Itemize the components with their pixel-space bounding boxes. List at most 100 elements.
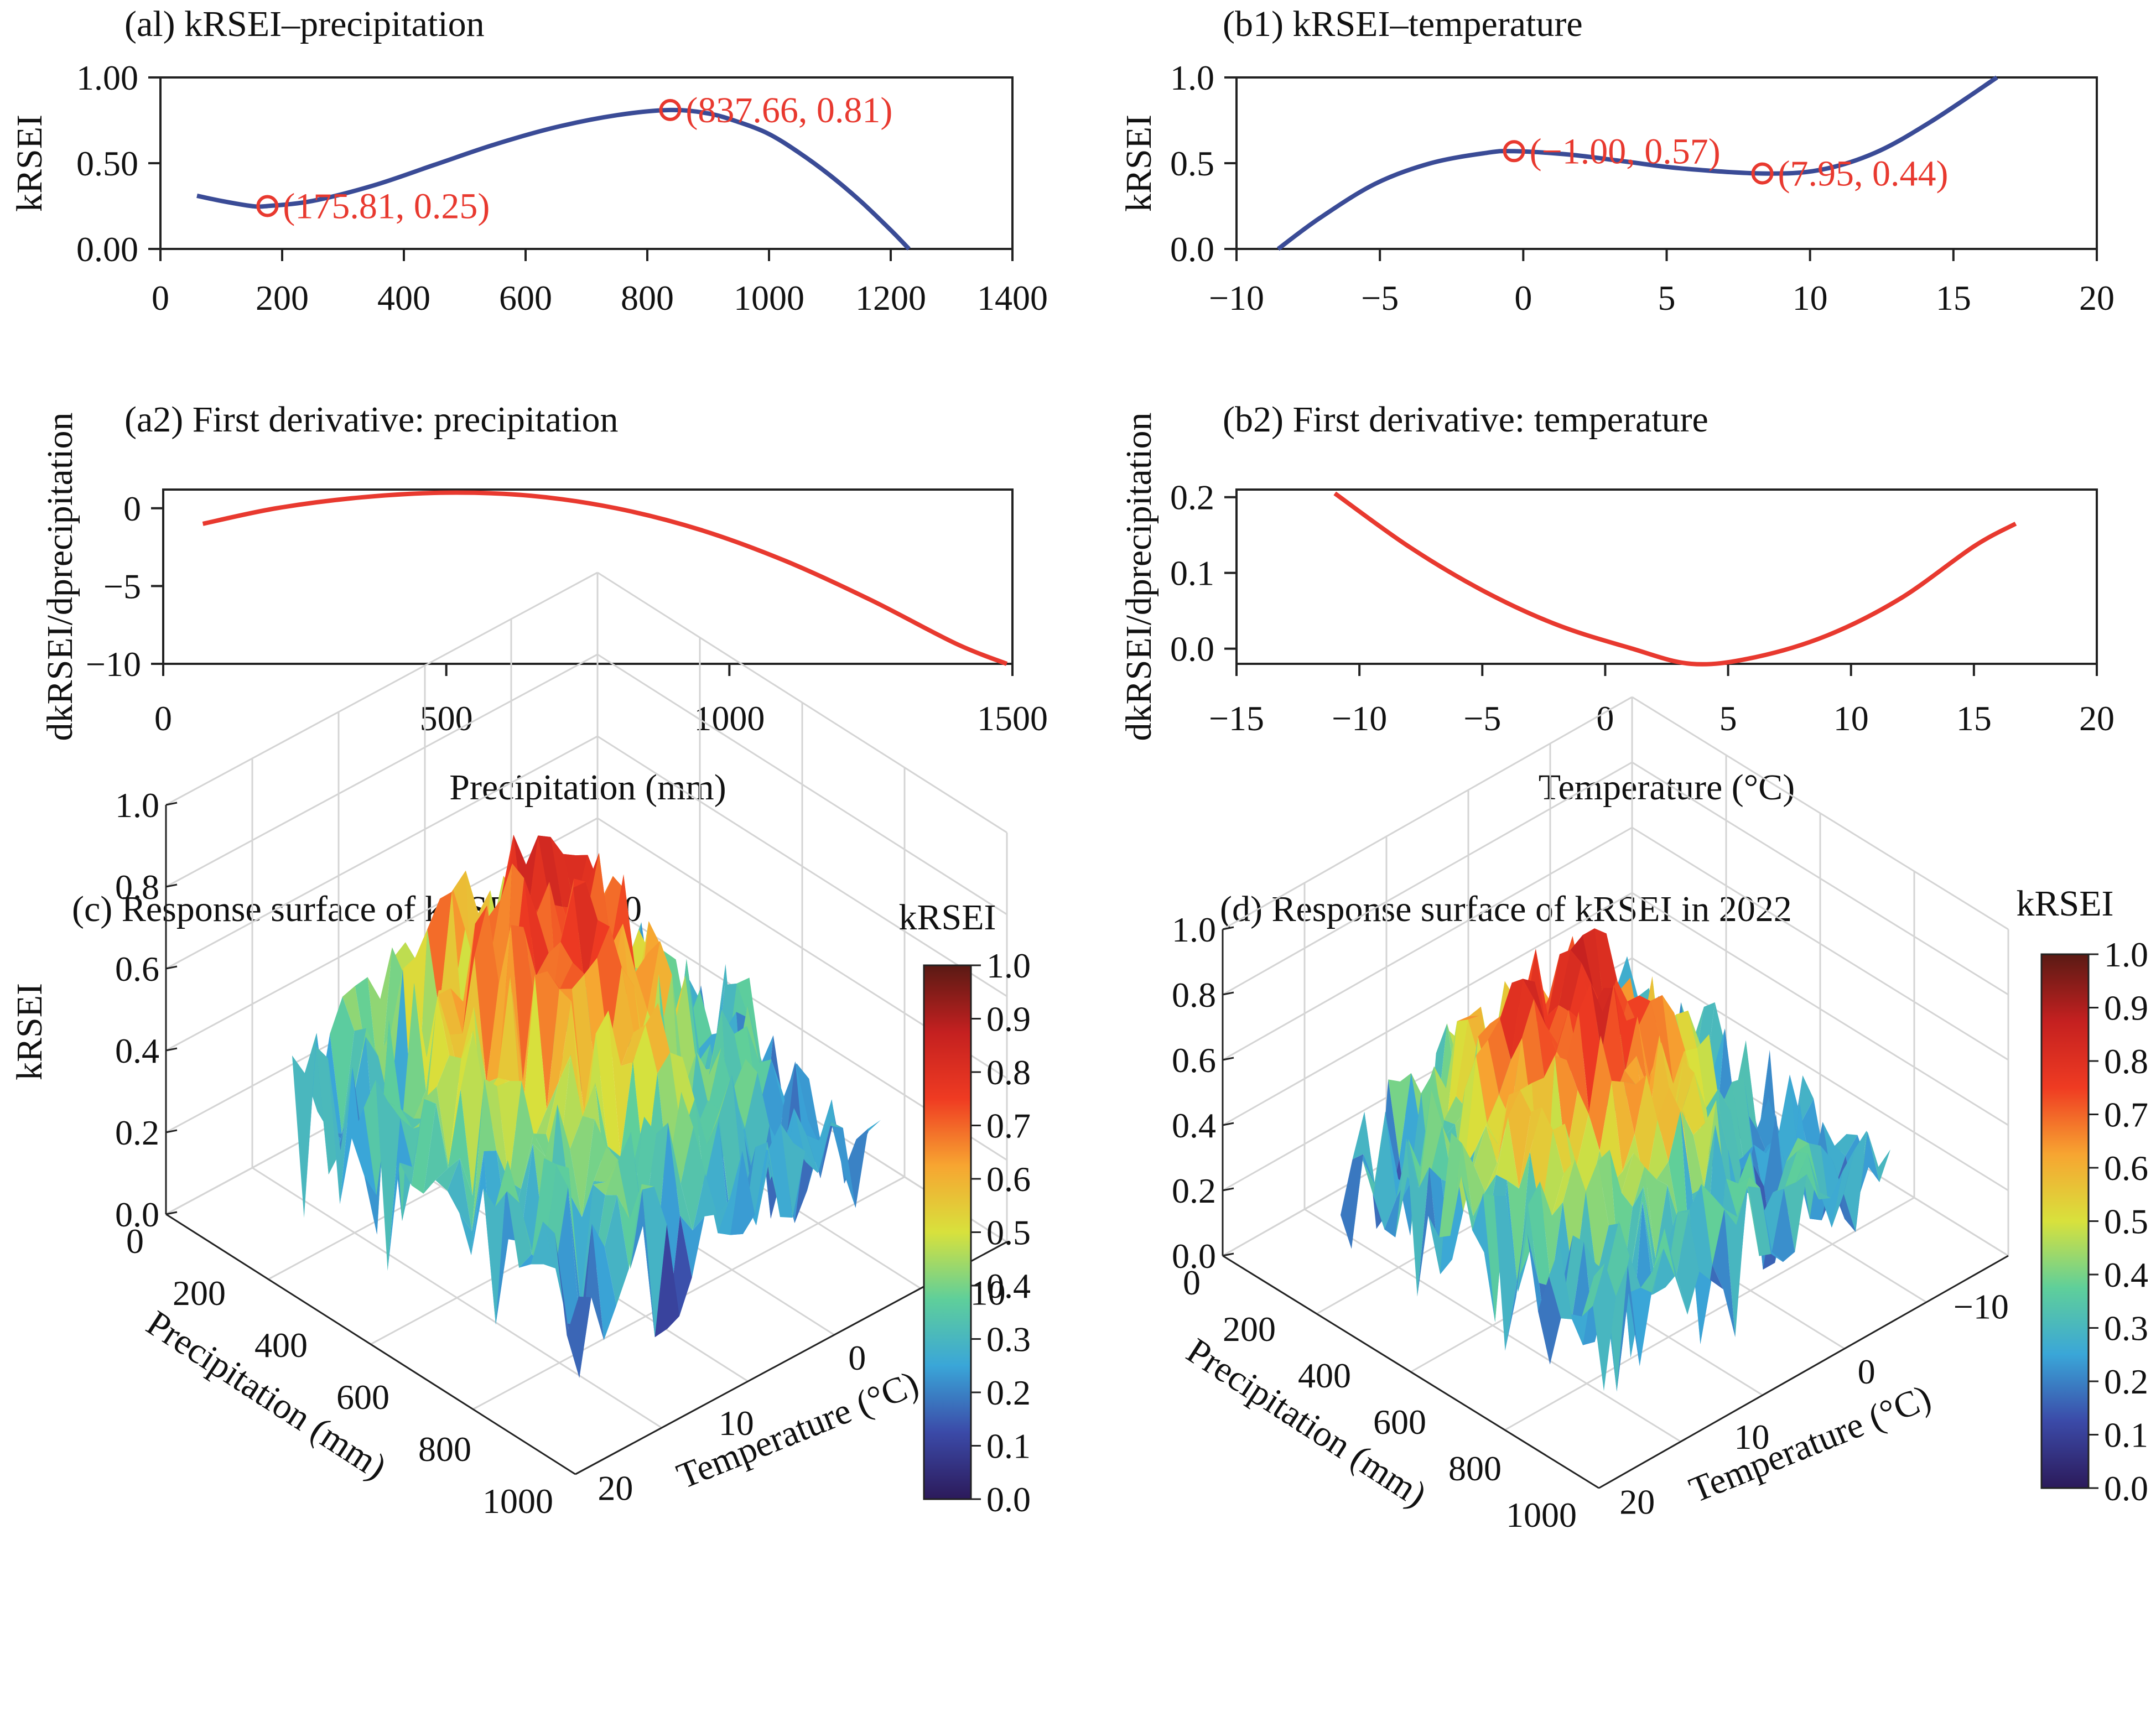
colorbar-tick-label: 0.4 [986,1266,1031,1306]
y-tick-label: 1.0 [1170,58,1214,97]
surface-facet [1761,1189,1784,1252]
z-tick-label: 0.0 [1172,1236,1216,1276]
surface-facet [1495,1180,1518,1323]
surface-facet [1786,1137,1809,1163]
surface-facet [1528,1181,1551,1286]
surface-facet [427,892,452,1012]
grid-line [1222,696,1633,930]
x-tick-label: 10 [1793,278,1828,318]
y-tick-label: 0.5 [1170,144,1214,183]
y-tick-label: −10 [1954,1287,2009,1327]
surface-facet [1398,1093,1421,1236]
surface-facet [1820,1171,1843,1228]
surface-facet [376,1020,401,1195]
extremum-point [1503,140,1525,163]
panel-d: (d) Response surface of kRSEI in 2022 0.0… [1172,696,2148,1535]
surface-facet [818,1122,843,1172]
series-line [196,107,911,251]
z-tick-label: 0.8 [1172,975,1216,1015]
surface-facet [1773,1182,1796,1193]
x-axis-label: Precipitation (mm) [449,767,726,808]
panel-a1: (al) kRSEI–precipitation 0 200 400 600 800 100… [9,4,1048,318]
z-tick [1222,1057,1234,1061]
surface-facet [668,1122,693,1231]
surface-facet [732,1059,758,1128]
surface-facet [608,1010,633,1157]
surface-facet [573,882,598,990]
surface-facet [497,1081,522,1182]
surface-facet [460,1030,485,1196]
y-tick-label: 0 [1858,1352,1876,1391]
surface-facet [507,1191,532,1268]
axes-frame [1235,488,2098,665]
surface-facet [1831,1149,1855,1228]
surface-facet [735,1005,760,1078]
colorbar-tick-label: 0.3 [986,1320,1031,1359]
surface-facet [1734,1040,1757,1130]
panel-a2: (a2) First derivative: precipitation 0 500… [40,399,1048,808]
surface-facet [1714,1178,1737,1273]
y-tick-label: 0.0 [1170,230,1214,269]
x-tick-label: −5 [1361,278,1399,318]
colorbar-tick-label: 0.2 [2104,1362,2148,1401]
surface-facet [1731,1145,1754,1192]
grid-line [472,1176,905,1410]
chart-title: (d) Response surface of kRSEI in 2022 [1220,889,1792,929]
y-axis-label: Temperature (°C) [1684,1377,1936,1510]
surface-facet [1725,1186,1748,1225]
z-tick-label: 0.2 [115,1113,159,1152]
x-tick-label: 5 [1658,278,1676,318]
x-tick-label: 1000 [734,278,804,318]
grid-line [1222,826,1633,1061]
surface-facet [1474,1126,1497,1192]
surface-facet [1843,1130,1867,1232]
series-line [1333,491,2017,667]
x-tick-label: 400 [377,278,430,318]
z-axis-label: kRSEI [9,983,50,1080]
y-tick-label: 0.00 [76,230,138,269]
surface-facet [328,1058,353,1204]
surface-facet [560,962,585,989]
surface-facet [1617,1265,1640,1392]
surface-facet [1476,1039,1499,1123]
surface-facet [471,1078,497,1231]
z-tick [1222,991,1234,996]
surface-facet [1511,979,1534,1060]
x-tick-label: 800 [1448,1449,1502,1488]
surface-facet [1796,1143,1820,1192]
extremum-point [1751,162,1774,185]
surface-facet [436,1089,461,1168]
surface-facet [401,1109,425,1129]
surface-facet [1362,1111,1386,1197]
surface-facet [1571,1276,1594,1345]
surface-facet [1627,995,1650,1027]
surface-facet [1732,1078,1755,1167]
surface-facet [1395,1138,1419,1237]
surface-facet [1558,949,1582,1012]
y-axis-label: dkRSEI/dprecipitation [1119,413,1159,741]
x-tick-label: 1500 [977,699,1048,738]
x-axis [1222,1255,1599,1489]
colorbar-tick-label: 0.6 [986,1159,1031,1199]
surface-facet [1464,1055,1487,1169]
panel-b2: (b2) First derivative: temperature −15 −10… [1119,399,2115,808]
surface-facet [794,1108,819,1172]
surface-facet [694,1099,719,1203]
surface-facet [736,977,762,1063]
surface-facet [521,1133,546,1189]
y-tick-label: 0.0 [1170,630,1214,669]
x-tick-label: 5 [1719,699,1737,738]
surface-facet [1662,995,1685,1084]
colorbar-label: kRSEI [898,897,996,938]
surface-facet [447,1158,472,1231]
surface-facet [633,1024,658,1177]
colorbar-tick-label: 0.0 [2104,1469,2148,1508]
surface-facet [1546,1005,1570,1044]
x-tick-label: 600 [499,278,552,318]
surface-facet [1388,1073,1411,1159]
surface-facet [570,1116,595,1218]
surface-facet [1352,1111,1375,1189]
y-axis-label: Temperature (°C) [671,1363,924,1496]
surface-facet [1373,1111,1396,1230]
colorbar [2040,953,2090,1489]
